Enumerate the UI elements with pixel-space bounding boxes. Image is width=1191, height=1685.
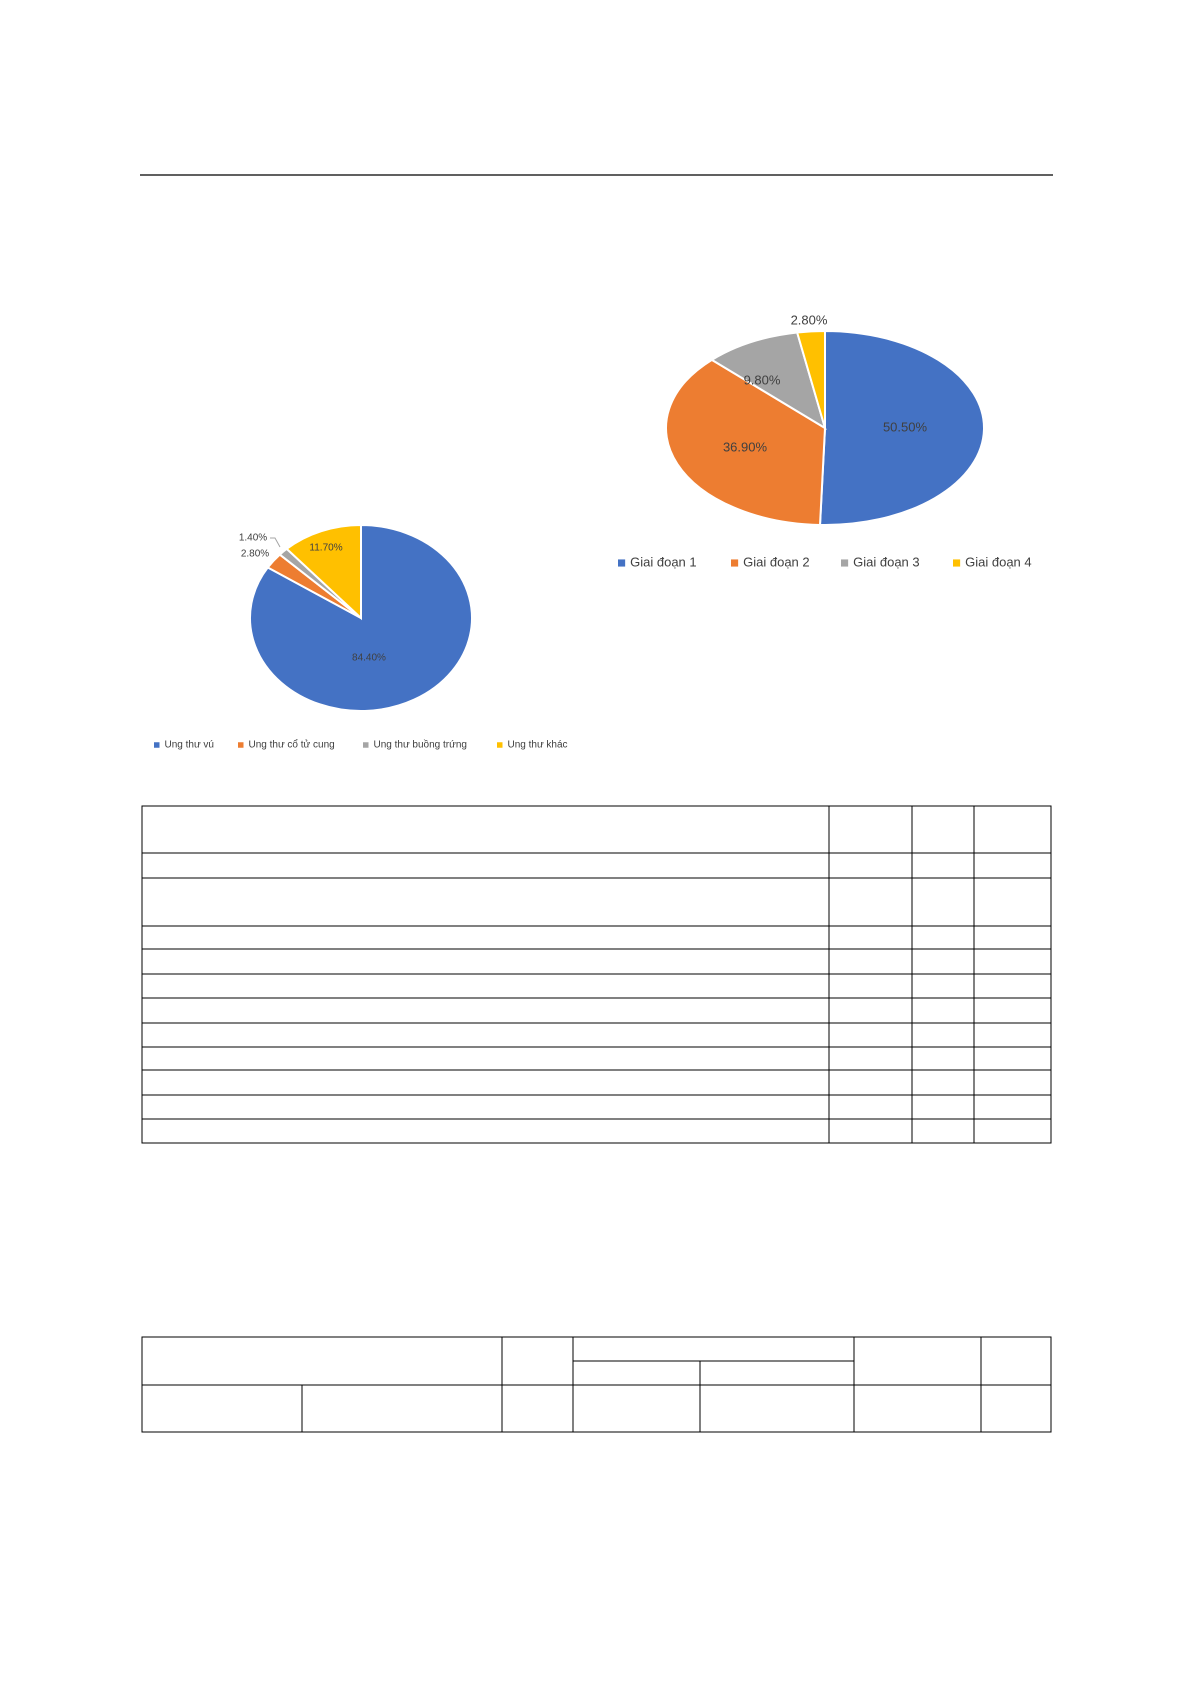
pie-slice xyxy=(709,331,827,431)
data-label: 1.40% xyxy=(239,533,267,544)
legend-marker xyxy=(363,742,369,748)
pie-chart: 50.50% 36.90% 9.80% 2.80% Giai đoạn 1 Giai đo… xyxy=(618,312,1032,569)
legend-label: Ung thư vú xyxy=(165,740,215,751)
legend-marker xyxy=(238,742,244,748)
legend-marker xyxy=(618,559,626,567)
table-2 xyxy=(141,1336,1052,1433)
data-label: 36.90% xyxy=(723,439,768,454)
legend-label: Giai đoạn 2 xyxy=(743,554,810,569)
legend-label: Ung thư buồng trứng xyxy=(374,739,467,751)
legend-marker xyxy=(731,559,739,567)
leader-line xyxy=(270,537,281,548)
legend-label: Ung thư khác xyxy=(508,740,568,751)
legend-marker xyxy=(154,742,160,748)
legend-marker xyxy=(953,559,961,567)
pie-slice xyxy=(818,329,985,526)
data-label: 9.80% xyxy=(744,372,781,387)
data-label: 2.80% xyxy=(241,549,269,560)
data-label: 84.40% xyxy=(352,653,386,664)
legend-marker xyxy=(497,742,503,748)
pie-chart: 84.40% 2.80% 1.40% 11.70% Ung thư vú Ung thư … xyxy=(154,523,568,751)
legend-label: Giai đoạn 1 xyxy=(630,554,697,569)
legend-marker xyxy=(841,559,849,567)
pie-slice xyxy=(285,523,362,621)
legend-label: Ung thư cổ tử cung xyxy=(249,739,335,751)
legend-label: Giai đoạn 4 xyxy=(965,554,1032,569)
data-label: 50.50% xyxy=(883,419,928,434)
pie-slice xyxy=(795,329,826,429)
pie-slice xyxy=(665,358,827,526)
data-label: 11.70% xyxy=(309,543,342,554)
legend-label: Giai đoạn 3 xyxy=(853,554,920,569)
table-1 xyxy=(141,805,1052,1144)
data-label: 2.80% xyxy=(791,312,828,327)
